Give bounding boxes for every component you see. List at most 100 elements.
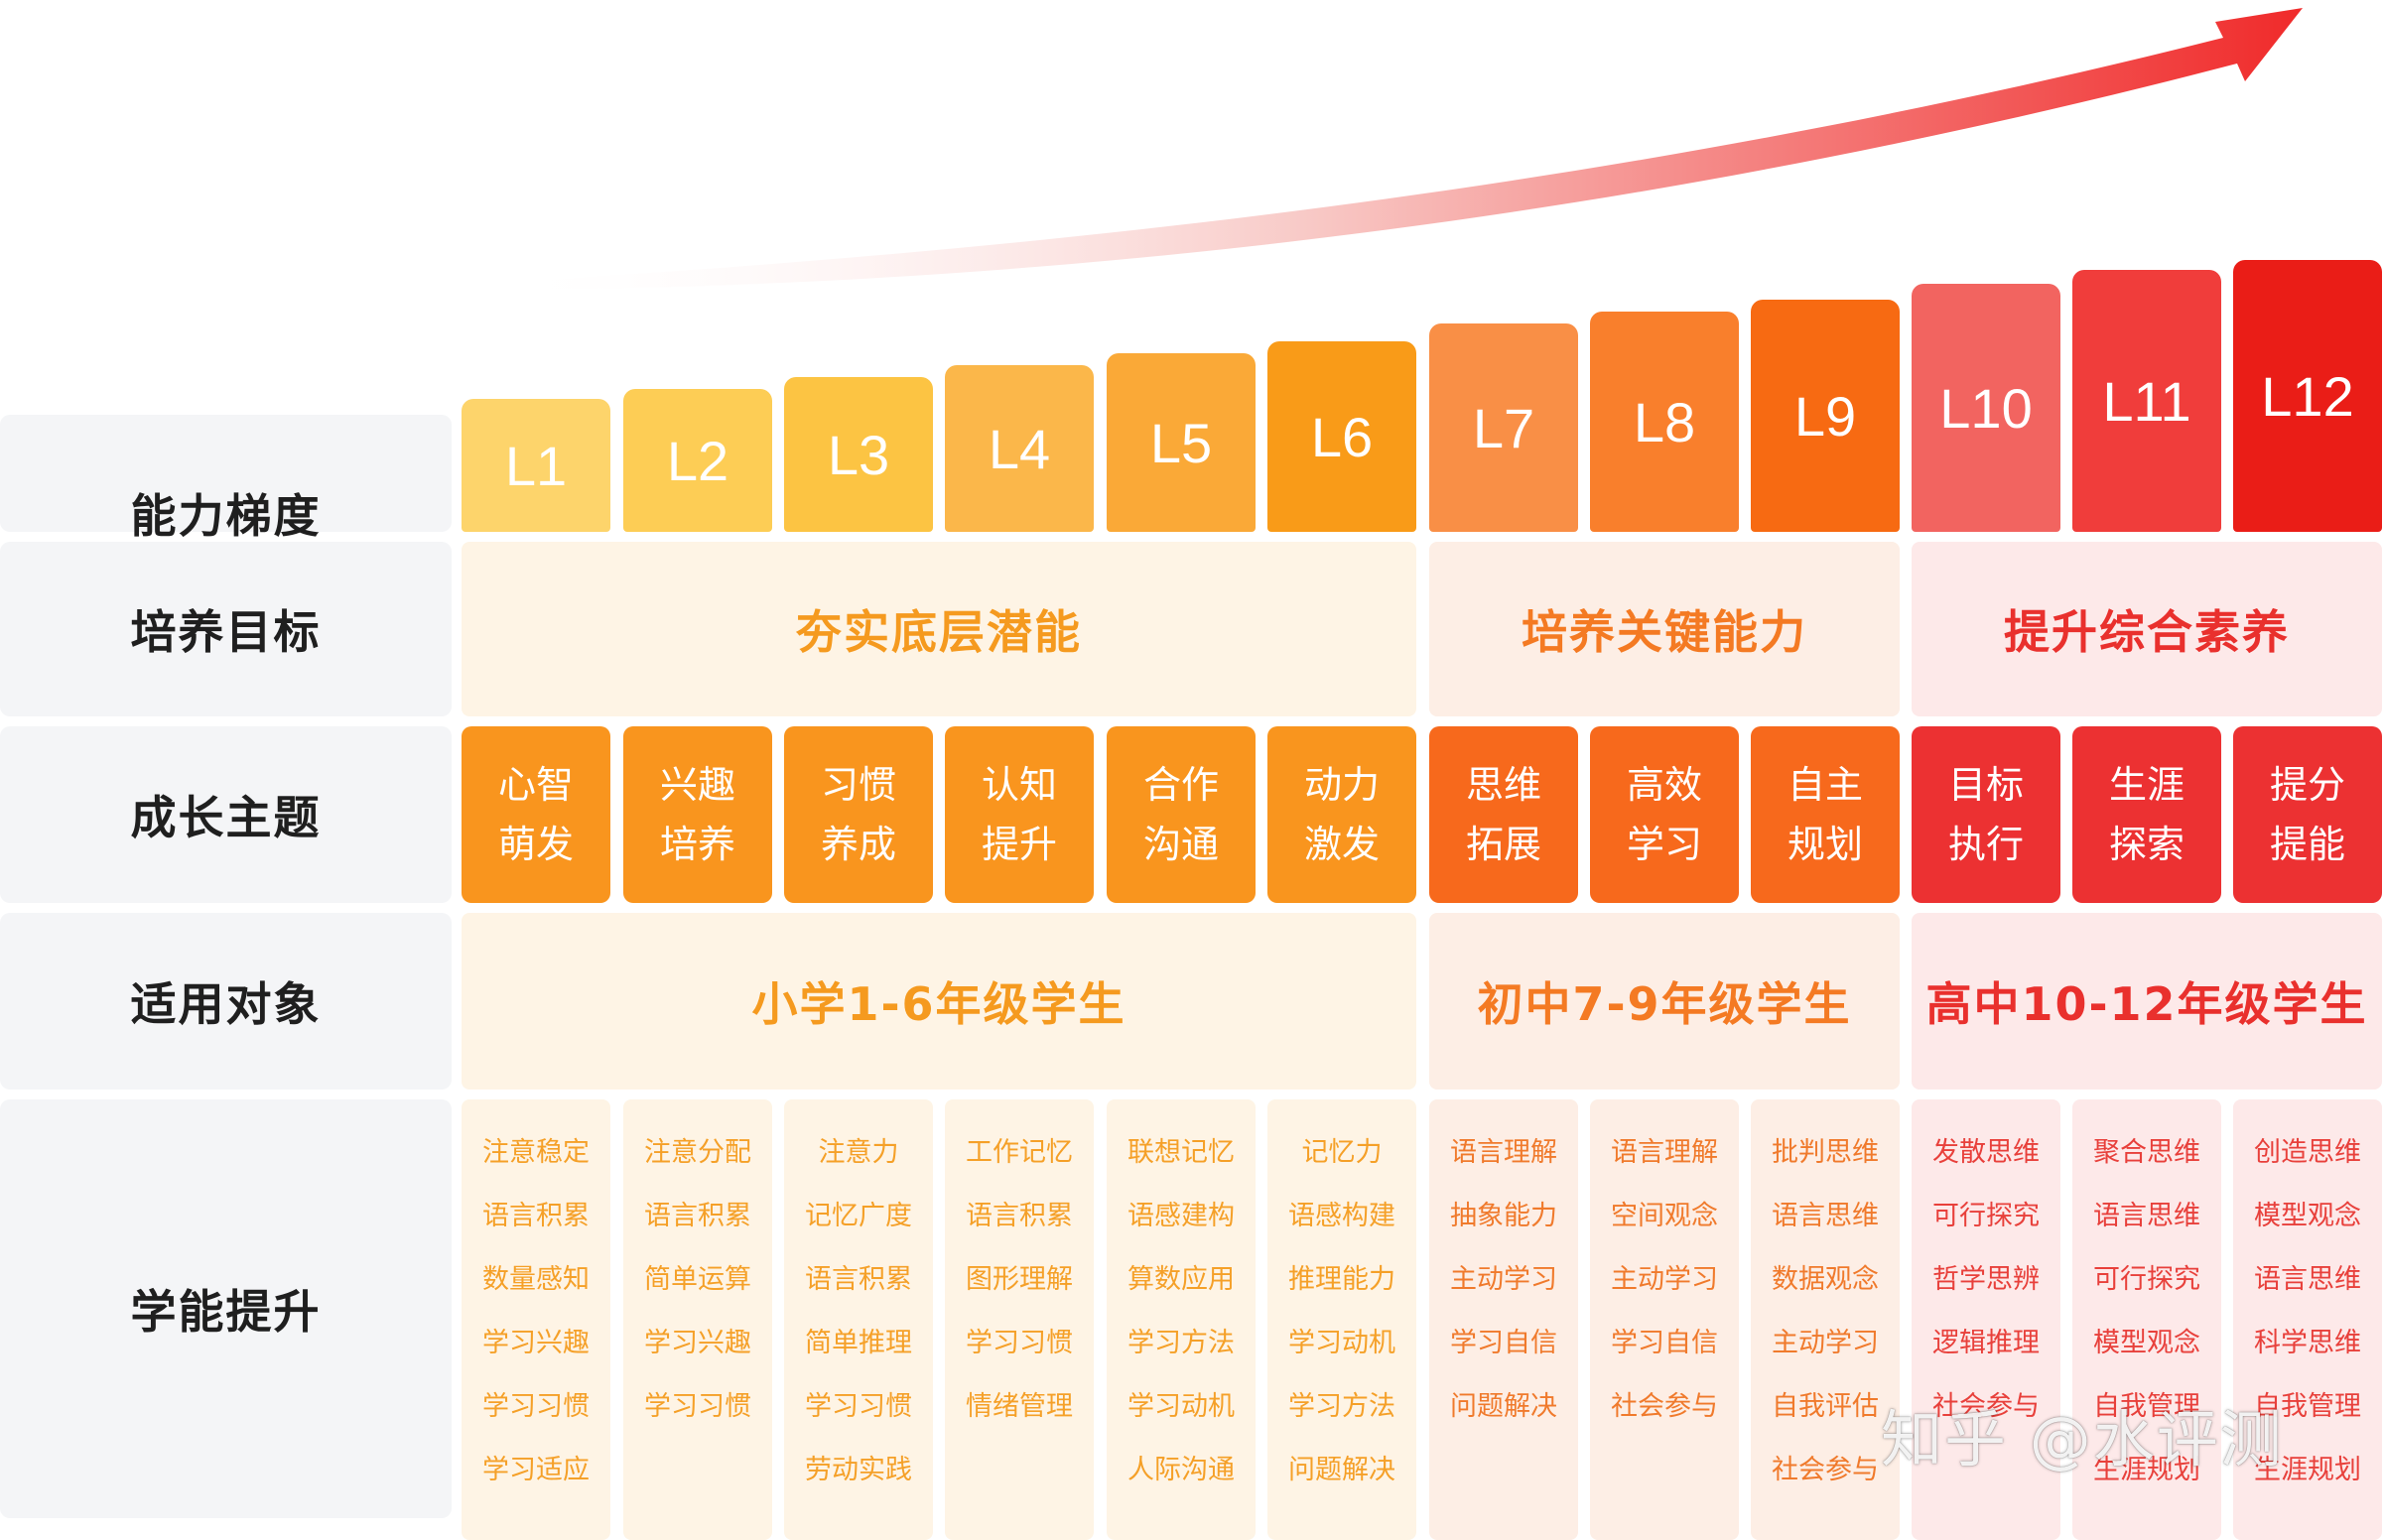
skill-item: 语言思维 <box>1772 1201 1879 1231</box>
theme-box-3: 习惯 养成 <box>784 726 933 903</box>
theme-line: 兴趣 <box>659 763 735 807</box>
skill-item: 记忆广度 <box>805 1201 912 1231</box>
skill-item: 记忆力 <box>1301 1137 1383 1168</box>
theme-line: 学习 <box>1626 823 1702 866</box>
skill-item: 学习方法 <box>1288 1391 1395 1422</box>
skill-item: 自我管理 <box>2093 1391 2200 1422</box>
skill-item: 劳动实践 <box>805 1455 912 1485</box>
row-label-audience: 适用对象 <box>130 977 322 1031</box>
skill-item: 语言积累 <box>966 1201 1073 1231</box>
skill-item: 学习动机 <box>1288 1328 1395 1358</box>
theme-line: 激发 <box>1303 823 1380 866</box>
level-bar-7: L7 <box>1429 323 1578 532</box>
theme-box-4: 认知 提升 <box>945 726 1094 903</box>
theme-line: 心智 <box>497 763 574 807</box>
goal-box-1: 夯实底层潜能 <box>462 542 1416 716</box>
skill-item: 学习自信 <box>1450 1328 1557 1358</box>
skill-column-3: 注意力记忆广度语言积累简单推理学习习惯劳动实践 <box>784 1099 933 1540</box>
skill-column-11: 聚合思维语言思维可行探究模型观念自我管理生涯规划 <box>2072 1099 2221 1540</box>
skill-item: 逻辑推理 <box>1932 1328 2040 1358</box>
skill-item: 情绪管理 <box>966 1391 1073 1422</box>
skill-item: 学习适应 <box>482 1455 590 1485</box>
theme-box-12: 提分 提能 <box>2233 726 2382 903</box>
theme-line: 思维 <box>1465 763 1541 807</box>
skill-item: 生涯规划 <box>2254 1455 2361 1485</box>
theme-box-1: 心智 萌发 <box>462 726 610 903</box>
skill-item: 社会参与 <box>1772 1455 1879 1485</box>
goal-box-3: 提升综合素养 <box>1912 542 2382 716</box>
level-bar-3: L3 <box>784 377 933 532</box>
skill-column-10: 发散思维 可行探究 哲学思辨 逻辑推理 社会参与 <box>1912 1099 2060 1540</box>
audience-box-3: 高中10-12年级学生 <box>1912 913 2382 1090</box>
skill-item: 简单推理 <box>805 1328 912 1358</box>
theme-line: 合作 <box>1142 763 1219 807</box>
skill-item: 哲学思辨 <box>1932 1264 2040 1295</box>
skill-column-8: 语言理解 空间观念 主动学习 学习自信 社会参与 <box>1590 1099 1739 1540</box>
theme-line: 动力 <box>1303 763 1380 807</box>
theme-line: 探索 <box>2108 823 2185 866</box>
skill-item: 生涯规划 <box>2093 1455 2200 1485</box>
level-bar-9: L9 <box>1751 300 1900 532</box>
theme-box-6: 动力 激发 <box>1267 726 1416 903</box>
theme-line: 萌发 <box>497 823 574 866</box>
skill-item: 主动学习 <box>1450 1264 1557 1295</box>
audience-box-2: 初中7-9年级学生 <box>1429 913 1900 1090</box>
skill-item: 工作记忆 <box>966 1137 1073 1168</box>
row-bg-skills <box>0 1099 452 1518</box>
skill-item: 学习方法 <box>1127 1328 1235 1358</box>
level-bar-1: L1 <box>462 399 610 532</box>
skill-item: 语言思维 <box>2254 1264 2361 1295</box>
theme-line: 提能 <box>2269 823 2345 866</box>
skill-item: 自我管理 <box>2254 1391 2361 1422</box>
theme-line: 沟通 <box>1142 823 1219 866</box>
skill-item: 语言积累 <box>644 1201 751 1231</box>
audience-box-1: 小学1-6年级学生 <box>462 913 1416 1090</box>
skill-item: 语感构建 <box>1288 1201 1395 1231</box>
theme-line: 自主 <box>1787 763 1863 807</box>
theme-line: 认知 <box>981 763 1057 807</box>
theme-box-2: 兴趣 培养 <box>623 726 772 903</box>
theme-line: 规划 <box>1787 823 1863 866</box>
skill-item: 学习自信 <box>1611 1328 1718 1358</box>
skill-item: 批判思维 <box>1772 1137 1879 1168</box>
skill-item: 科学思维 <box>2254 1328 2361 1358</box>
skill-item: 可行探究 <box>2093 1264 2200 1295</box>
skill-column-4: 工作记忆 语言积累 图形理解 学习习惯 情绪管理 <box>945 1099 1094 1540</box>
theme-box-5: 合作 沟通 <box>1107 726 1256 903</box>
skill-item: 学习习惯 <box>644 1391 751 1422</box>
theme-box-8: 高效 学习 <box>1590 726 1739 903</box>
theme-line: 高效 <box>1626 763 1702 807</box>
skill-column-7: 语言理解 抽象能力 主动学习 学习自信 问题解决 <box>1429 1099 1578 1540</box>
theme-line: 生涯 <box>2108 763 2185 807</box>
skill-item: 学习兴趣 <box>644 1328 751 1358</box>
skill-item: 语言积累 <box>805 1264 912 1295</box>
skill-item: 语言理解 <box>1450 1137 1557 1168</box>
row-label-goals: 培养目标 <box>130 605 322 659</box>
skill-item: 聚合思维 <box>2093 1137 2200 1168</box>
row-label-themes: 成长主题 <box>130 791 322 844</box>
skill-item: 发散思维 <box>1932 1137 2040 1168</box>
theme-box-10: 目标 执行 <box>1912 726 2060 903</box>
theme-line: 目标 <box>1947 763 2024 807</box>
skill-item: 注意力 <box>818 1137 899 1168</box>
skill-item: 模型观念 <box>2093 1328 2200 1358</box>
skill-column-9: 批判思维 语言思维 数据观念 主动学习 自我评估 社会参与 <box>1751 1099 1900 1540</box>
skill-item: 语言积累 <box>482 1201 590 1231</box>
skill-item: 语言思维 <box>2093 1201 2200 1231</box>
skill-item: 主动学习 <box>1611 1264 1718 1295</box>
skill-item: 自我评估 <box>1772 1391 1879 1422</box>
skill-item: 注意稳定 <box>482 1137 590 1168</box>
level-bar-6: L6 <box>1267 341 1416 532</box>
level-bar-8: L8 <box>1590 312 1739 532</box>
level-bar-10: L10 <box>1912 284 2060 532</box>
level-bar-12: L12 <box>2233 260 2382 532</box>
skill-item: 学习兴趣 <box>482 1328 590 1358</box>
level-bar-2: L2 <box>623 389 772 532</box>
skill-item: 抽象能力 <box>1450 1201 1557 1231</box>
theme-line: 拓展 <box>1465 823 1541 866</box>
theme-line: 养成 <box>820 823 896 866</box>
skill-item: 主动学习 <box>1772 1328 1879 1358</box>
skill-item: 学习习惯 <box>805 1391 912 1422</box>
skill-item: 学习动机 <box>1127 1391 1235 1422</box>
level-bar-4: L4 <box>945 365 1094 532</box>
